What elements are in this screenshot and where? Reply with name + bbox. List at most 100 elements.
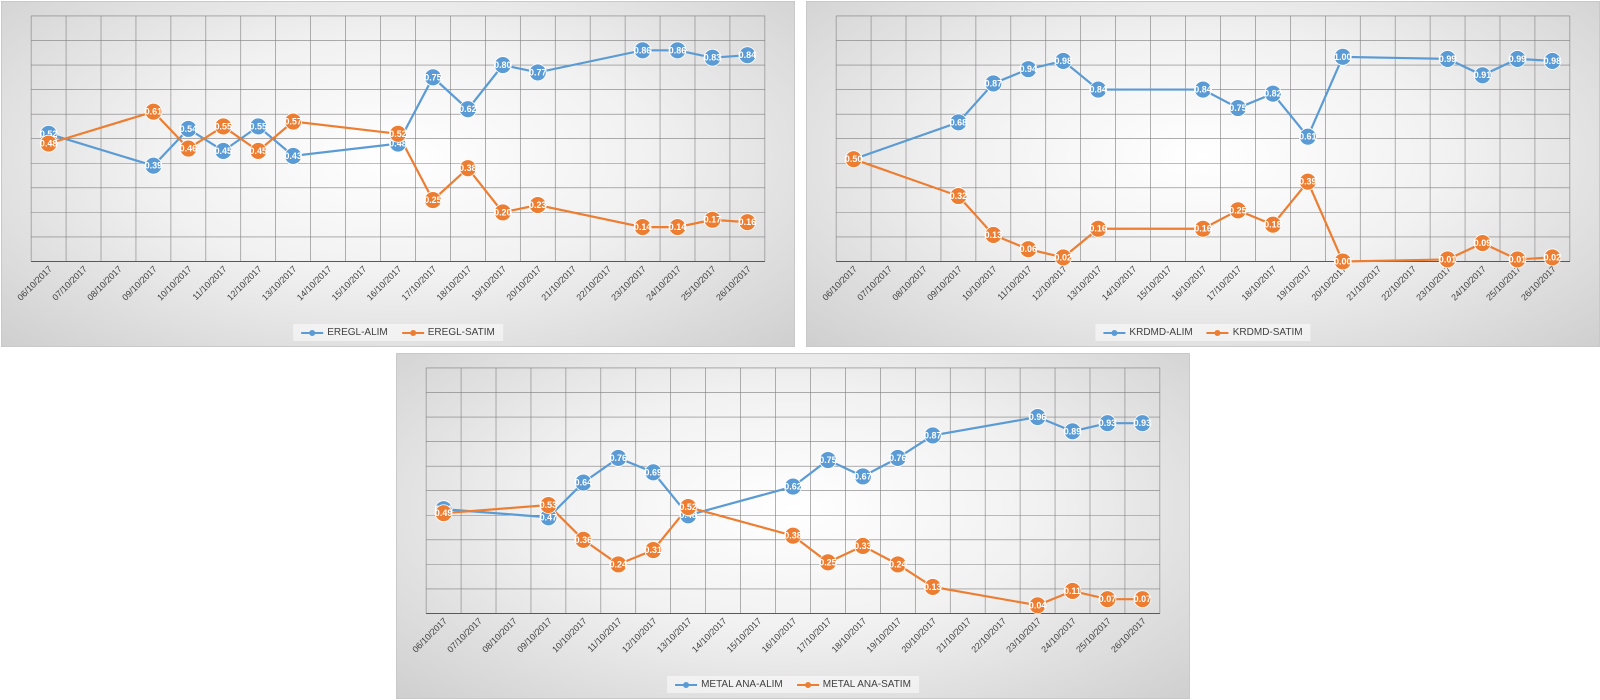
data-point	[1098, 590, 1117, 609]
x-tick-label: 20/10/2017	[899, 616, 938, 655]
data-label: 0.39	[1299, 177, 1316, 187]
data-point	[1229, 99, 1247, 117]
data-point	[1543, 52, 1562, 70]
data-label: 0.01	[1509, 254, 1526, 264]
data-label: 0.48	[389, 139, 406, 149]
data-label: 0.53	[540, 500, 557, 510]
data-label: 0.01	[1439, 254, 1456, 264]
x-tick-label: 09/10/2017	[925, 264, 964, 303]
x-tick-label: 16/10/2017	[760, 616, 799, 655]
data-point	[633, 218, 652, 236]
x-tick-label: 07/10/2017	[445, 616, 484, 655]
data-point	[1508, 50, 1527, 68]
legend-swatch-icon	[301, 329, 324, 336]
data-label: 0.13	[985, 230, 1002, 240]
data-point	[844, 150, 863, 169]
data-label: 0.76	[889, 453, 906, 463]
data-label: 0.48	[40, 139, 57, 149]
x-tick-label: 25/10/2017	[1484, 264, 1523, 303]
data-label: 0.99	[1439, 54, 1456, 64]
data-label: 0.61	[145, 107, 162, 117]
x-tick-label: 14/10/2017	[690, 616, 729, 655]
data-point	[493, 56, 512, 74]
data-label: 0.52	[389, 129, 406, 139]
data-point	[668, 41, 687, 60]
data-label: 0.84	[1089, 85, 1106, 95]
data-point	[1019, 240, 1038, 259]
legend-label: EREGL-SATIM	[427, 327, 495, 338]
data-label: 0.94	[1020, 64, 1037, 74]
data-point	[1264, 84, 1282, 103]
x-tick-label: 22/10/2017	[574, 264, 613, 303]
krdmd-chart: 06/10/2017 07/10/2017 08/10/2017 09/10/2017…	[806, 1, 1600, 347]
data-label: 0.32	[950, 191, 967, 201]
data-label: 0.54	[180, 124, 197, 134]
x-tick-label: 11/10/2017	[995, 264, 1033, 302]
data-point	[679, 498, 698, 516]
data-label: 1.00	[1334, 52, 1351, 62]
x-tick-label: 12/10/2017	[1030, 264, 1069, 303]
x-tick-label: 10/10/2017	[550, 616, 589, 655]
data-point	[1194, 219, 1212, 238]
data-label: 0.11	[1064, 586, 1081, 596]
data-point	[644, 463, 663, 482]
data-label: 0.24	[610, 559, 627, 569]
data-label: 0.93	[1134, 418, 1151, 428]
x-tick-label: 25/10/2017	[679, 264, 718, 303]
data-label: 0.87	[924, 430, 941, 440]
x-tick-label: 17/10/2017	[1205, 264, 1244, 303]
data-label: 0.75	[1229, 103, 1246, 113]
data-point	[574, 473, 593, 492]
x-tick-label: 12/10/2017	[225, 264, 264, 303]
x-tick-label: 23/10/2017	[1414, 264, 1453, 303]
data-point	[284, 112, 303, 131]
data-label: 0.50	[845, 154, 862, 164]
x-tick-label: 23/10/2017	[1004, 616, 1043, 655]
data-label: 0.36	[575, 535, 592, 545]
data-label: 0.25	[424, 195, 441, 205]
data-point	[389, 124, 407, 143]
data-point	[1438, 50, 1457, 68]
x-tick-label: 17/10/2017	[795, 616, 834, 655]
data-label: 0.84	[739, 50, 756, 60]
data-point	[1098, 414, 1117, 433]
data-label: 0.76	[610, 453, 627, 463]
x-tick-label: 17/10/2017	[400, 264, 439, 303]
data-point	[214, 142, 233, 160]
data-label: 0.93	[1099, 418, 1116, 428]
x-tick-label: 09/10/2017	[120, 264, 159, 303]
data-label: 0.45	[250, 146, 267, 156]
x-tick-label: 14/10/2017	[295, 264, 334, 303]
data-label: 0.16	[1194, 224, 1211, 234]
data-label: 0.64	[575, 478, 592, 488]
data-label: 0.98	[1055, 56, 1072, 66]
data-point	[249, 142, 268, 160]
x-tick-label: 10/10/2017	[155, 264, 194, 303]
data-point	[459, 159, 477, 178]
x-tick-label: 13/10/2017	[260, 264, 299, 303]
data-label: 0.55	[250, 121, 267, 131]
x-tick-label: 16/10/2017	[365, 264, 404, 303]
x-tick-label: 21/10/2017	[934, 616, 973, 655]
data-point	[1054, 248, 1073, 267]
data-point	[1298, 172, 1317, 191]
data-label: 0.99	[1509, 54, 1526, 64]
data-label: 0.24	[889, 559, 906, 569]
data-label: 0.75	[424, 72, 441, 82]
data-label: 0.86	[669, 45, 686, 55]
data-point	[703, 48, 722, 67]
data-point	[574, 530, 593, 549]
data-point	[1194, 80, 1212, 99]
data-label: 0.38	[784, 531, 801, 541]
data-point	[179, 139, 198, 158]
data-label: 0.04	[1029, 600, 1046, 610]
data-point	[784, 477, 802, 496]
eregl-chart: 06/10/2017 07/10/2017 08/10/2017 09/10/2017…	[1, 1, 795, 347]
data-label: 0.16	[1089, 224, 1106, 234]
x-tick-label: 26/10/2017	[1109, 616, 1148, 655]
data-point	[424, 68, 442, 87]
data-label: 0.14	[634, 222, 651, 232]
data-label: 0.47	[540, 512, 557, 522]
krdmd-chart-plot: 06/10/201707/10/201708/10/201709/10/2017…	[820, 15, 1571, 303]
data-point	[668, 218, 687, 236]
